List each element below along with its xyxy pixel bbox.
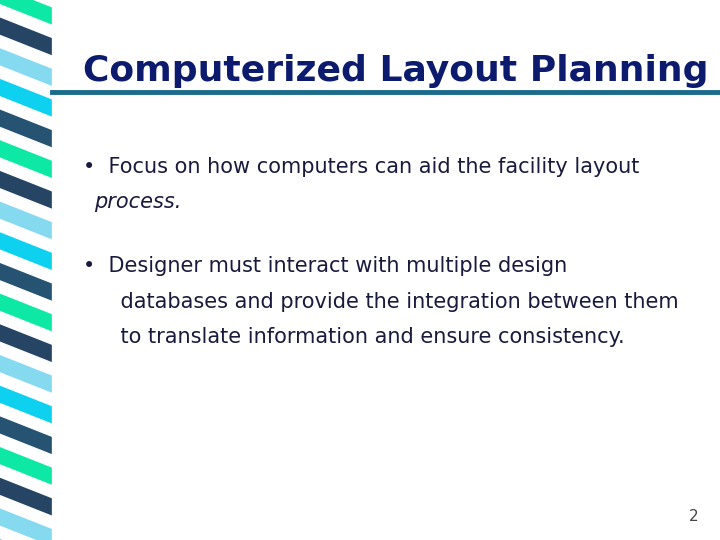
Text: Computerized Layout Planning: Computerized Layout Planning [83,54,708,88]
Polygon shape [0,232,52,270]
Text: to translate information and ensure consistency.: to translate information and ensure cons… [94,327,624,347]
Text: databases and provide the integration between them: databases and provide the integration be… [94,292,678,312]
Polygon shape [0,386,52,423]
Polygon shape [0,447,52,485]
Polygon shape [0,0,52,24]
Polygon shape [0,478,52,516]
Polygon shape [0,355,52,393]
Polygon shape [0,140,52,178]
Text: •  Focus on how computers can aid the facility layout: • Focus on how computers can aid the fac… [83,157,639,177]
Polygon shape [0,201,52,239]
Polygon shape [0,325,52,362]
Polygon shape [0,416,52,454]
Polygon shape [0,509,52,540]
Polygon shape [0,171,52,208]
Polygon shape [0,79,52,117]
Polygon shape [0,539,52,540]
Polygon shape [0,263,52,301]
Polygon shape [0,294,52,332]
Text: •  Designer must interact with multiple design: • Designer must interact with multiple d… [83,256,567,276]
Text: process.: process. [94,192,181,212]
Polygon shape [0,110,52,147]
Text: 2: 2 [689,509,698,524]
Polygon shape [0,48,52,86]
Polygon shape [0,17,52,55]
